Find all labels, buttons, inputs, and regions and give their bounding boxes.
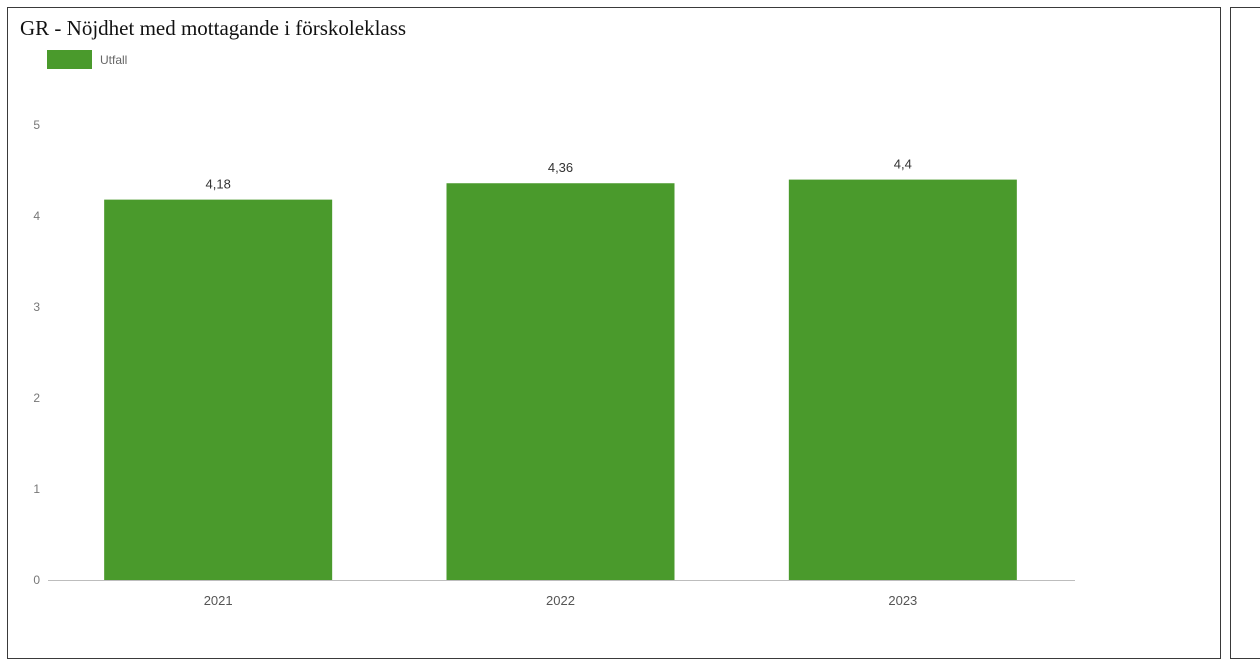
data-label-2022: 4,36	[548, 160, 573, 175]
legend-label-utfall: Utfall	[100, 52, 128, 67]
value-labels: 4,18 4,36 4,4	[206, 157, 912, 192]
y-tick-label: 3	[33, 300, 40, 314]
legend-swatch-utfall	[47, 50, 92, 69]
x-tick-label: 2021	[204, 593, 233, 608]
data-label-2021: 4,18	[206, 177, 231, 192]
y-tick-label: 5	[33, 118, 40, 132]
chart-title: GR - Nöjdhet med mottagande i förskolekl…	[20, 16, 407, 40]
y-tick-label: 0	[33, 573, 40, 587]
adjacent-panel-frame	[1230, 7, 1260, 659]
bars	[104, 179, 1017, 581]
y-tick-label: 1	[33, 482, 40, 496]
bar-2023	[788, 179, 1017, 580]
y-tick-label: 4	[33, 209, 40, 223]
x-tick-label: 2022	[546, 593, 575, 608]
bar-2022	[446, 183, 675, 581]
x-tick-label: 2023	[888, 593, 917, 608]
data-label-2023: 4,4	[894, 157, 912, 172]
legend: Utfall	[47, 50, 127, 69]
x-axis-ticks: 2021 2022 2023	[204, 593, 918, 608]
y-tick-label: 2	[33, 391, 40, 405]
y-axis-ticks: 0 1 2 3 4 5	[33, 118, 40, 587]
bar-2021	[104, 199, 333, 580]
